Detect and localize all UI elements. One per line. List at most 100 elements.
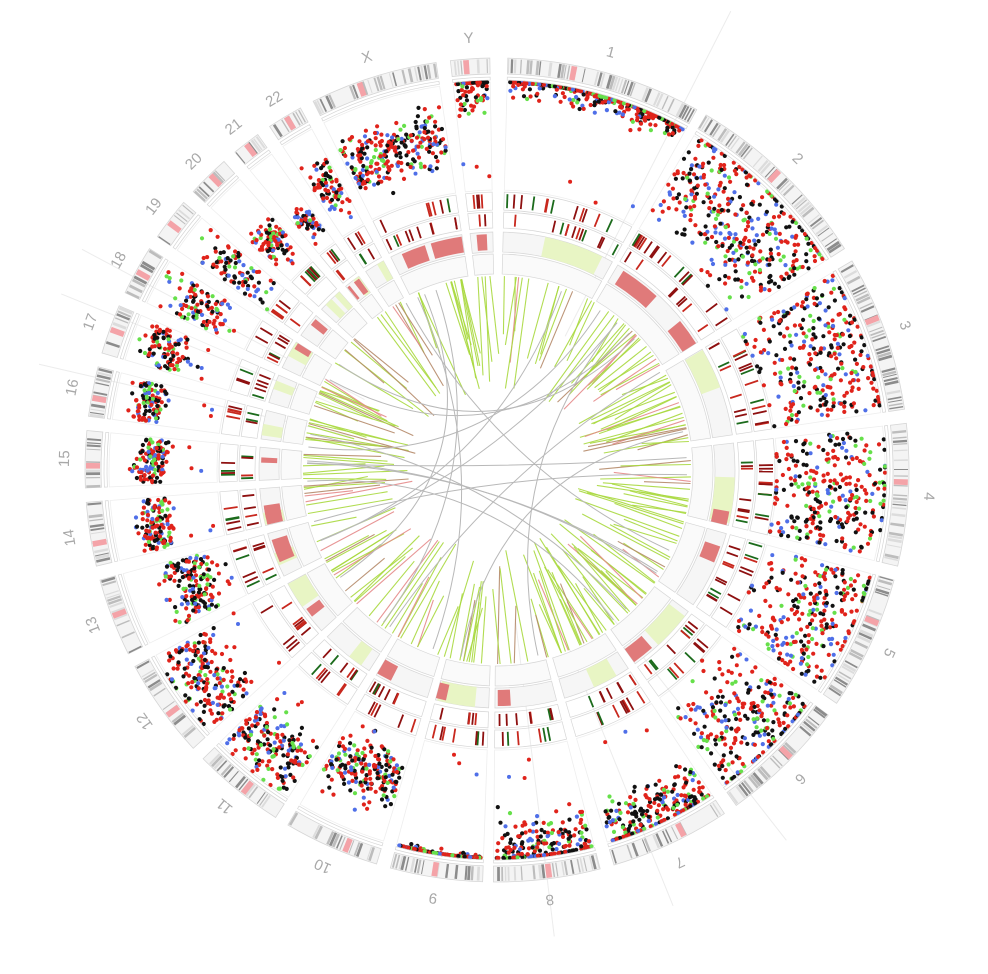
variant-tick	[684, 651, 696, 663]
scatter-point	[785, 326, 790, 331]
scatter-point	[295, 221, 300, 226]
scatter-point	[254, 238, 259, 243]
scatter-point	[826, 385, 831, 390]
scatter-point	[268, 254, 273, 259]
scatter-point	[805, 304, 810, 309]
link-line	[304, 490, 354, 497]
scatter-point	[833, 514, 838, 520]
scatter-point	[619, 105, 624, 110]
scatter-point	[376, 757, 382, 762]
scatter-point	[264, 725, 269, 730]
scatter-point	[237, 280, 242, 285]
scatter-point	[549, 841, 555, 847]
scatter-point	[816, 316, 822, 321]
tick-track-outer	[628, 229, 732, 331]
scatter-point	[166, 337, 171, 342]
scatter-point	[215, 672, 220, 677]
scatter-point	[373, 136, 378, 141]
scatter-point	[567, 830, 572, 835]
scatter-point	[762, 585, 767, 590]
scatter-point	[296, 702, 301, 707]
scatter-point	[807, 352, 812, 357]
scatter-point	[735, 706, 741, 712]
scatter-point	[219, 259, 224, 264]
scatter-point	[757, 613, 762, 619]
scatter-point	[683, 802, 688, 807]
scatter-point	[792, 305, 797, 310]
scatter-point	[791, 598, 796, 604]
scatter-point	[270, 767, 275, 772]
variant-tick	[247, 411, 260, 417]
scatter-point	[658, 202, 663, 208]
tick-track-inner	[249, 366, 276, 402]
scatter-point	[501, 855, 506, 861]
scatter-point	[382, 779, 387, 784]
scatter-point	[783, 726, 788, 731]
scatter-point	[786, 466, 792, 472]
scatter-point	[740, 705, 745, 710]
scatter-point	[538, 834, 543, 839]
scatter-point	[780, 731, 785, 736]
scatter-point	[762, 287, 767, 292]
scatter-point	[777, 231, 782, 236]
scatter-point	[830, 617, 835, 623]
scatter-point	[416, 144, 421, 149]
scatter-point	[757, 733, 763, 738]
scatter-point	[160, 502, 165, 507]
scatter-point	[548, 821, 554, 826]
scatter-point	[153, 453, 158, 458]
scatter-point	[636, 108, 641, 113]
scatter-point	[381, 793, 386, 798]
scatter-point	[721, 189, 726, 194]
scatter-point	[147, 408, 152, 413]
scatter-point	[701, 796, 706, 801]
variant-tick	[317, 669, 329, 681]
scatter-point	[767, 257, 772, 262]
scatter-point	[796, 242, 801, 247]
scatter-point	[780, 570, 785, 575]
scatter-point	[620, 825, 626, 830]
scatter-point	[632, 105, 637, 110]
scatter-point	[730, 760, 735, 765]
scatter-point	[788, 705, 793, 710]
scatter-point	[527, 87, 533, 92]
scatter-point	[827, 637, 832, 642]
scatter-point	[812, 286, 817, 291]
scatter-point	[545, 834, 550, 839]
scatter-point	[198, 669, 203, 674]
scatter-point	[812, 613, 818, 618]
variant-tick	[680, 273, 693, 285]
scatter-point	[253, 757, 258, 762]
scatter-point	[282, 251, 287, 256]
scatter-point	[520, 855, 525, 860]
scatter-point	[736, 625, 741, 630]
scatter-point	[773, 495, 778, 500]
link-line	[547, 569, 594, 639]
scatter-point	[794, 526, 799, 531]
scatter-point	[716, 209, 721, 214]
link-line	[611, 483, 689, 502]
scatter-point	[705, 229, 710, 234]
scatter-point	[184, 657, 189, 662]
scatter-point	[813, 497, 818, 502]
scatter-point	[187, 673, 192, 678]
scatter-point	[194, 315, 199, 320]
scatter-point	[655, 815, 660, 820]
scatter-point	[206, 645, 211, 650]
scatter-point	[830, 318, 835, 323]
link-line	[596, 484, 689, 500]
scatter-point	[722, 163, 727, 168]
scatter-point	[158, 304, 163, 309]
cnv-sector-inner	[595, 283, 680, 366]
scatter-point	[828, 642, 834, 647]
scatter-point	[730, 654, 735, 659]
scatter-point	[832, 478, 837, 483]
scatter-point	[360, 173, 365, 178]
link-line	[613, 471, 691, 482]
scatter-point	[272, 707, 277, 712]
variant-tick	[687, 620, 699, 630]
scatter-point	[781, 487, 787, 492]
scatter-point	[173, 618, 178, 623]
scatter-point	[496, 855, 501, 861]
